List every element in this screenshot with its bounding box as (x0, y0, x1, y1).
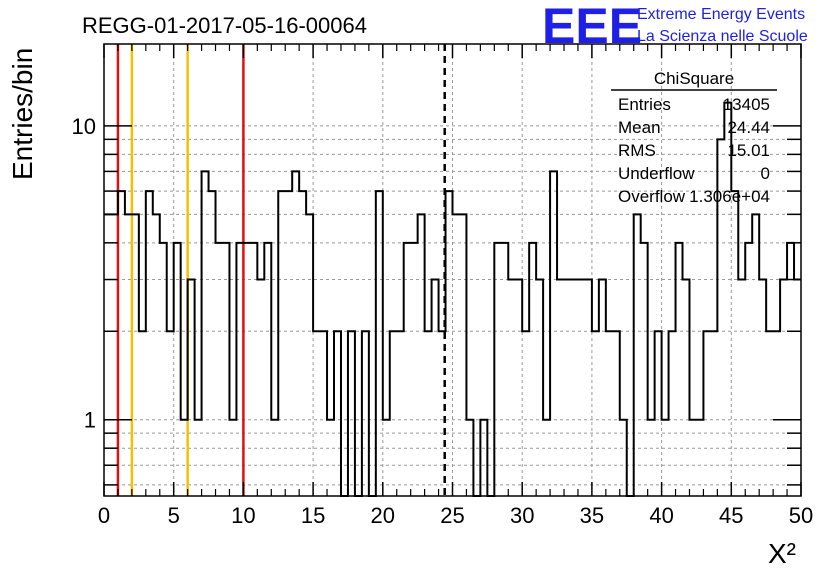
stats-title: ChiSquare (654, 69, 734, 88)
x-tick-label: 30 (510, 503, 534, 528)
x-tick-label: 15 (301, 503, 325, 528)
stats-mean-value: 24.44 (727, 118, 770, 137)
histogram-outline (104, 101, 801, 497)
grid-lines (104, 44, 801, 496)
stats-overflow-label: Overflow (618, 187, 686, 206)
x-tick-label: 0 (98, 503, 110, 528)
x-tick-label: 35 (580, 503, 604, 528)
x-tick-label: 45 (719, 503, 743, 528)
stats-underflow-label: Underflow (618, 164, 695, 183)
x-tick-label: 25 (440, 503, 464, 528)
y-tick-labels: 1 10 (72, 114, 96, 433)
stats-rms-label: RMS (618, 141, 656, 160)
axis-ticks (103, 44, 802, 496)
logo-line-1: Extreme Energy Events (637, 6, 805, 23)
x-tick-label: 40 (649, 503, 673, 528)
x-tick-label: 20 (371, 503, 395, 528)
x-tick-label: 5 (168, 503, 180, 528)
x-axis-label: X² (768, 538, 796, 569)
eee-logo: EEE Extreme Energy Events La Scienza nel… (542, 0, 808, 54)
x-tick-label: 50 (789, 503, 813, 528)
x-tick-label: 10 (231, 503, 255, 528)
y-tick-label: 1 (84, 408, 96, 433)
y-axis-label: Entries/bin (7, 48, 38, 180)
stats-underflow-value: 0 (761, 164, 770, 183)
stats-overflow-value: 1.306e+04 (689, 187, 770, 206)
chart-title: REGG-01-2017-05-16-00064 (82, 13, 367, 38)
stats-rms-value: 15.01 (727, 141, 770, 160)
y-tick-label: 10 (72, 114, 96, 139)
stats-box: ChiSquare Entries 13405 Mean 24.44 RMS 1… (611, 69, 777, 206)
stats-mean-label: Mean (618, 118, 661, 137)
x-tick-labels: 0 5 10 15 20 25 30 35 40 45 50 (98, 503, 813, 528)
threshold-lines (116, 44, 446, 496)
logo-line-2: La Scienza nelle Scuole (637, 28, 808, 45)
stats-entries-label: Entries (618, 95, 671, 114)
stats-entries-value: 13405 (723, 95, 770, 114)
